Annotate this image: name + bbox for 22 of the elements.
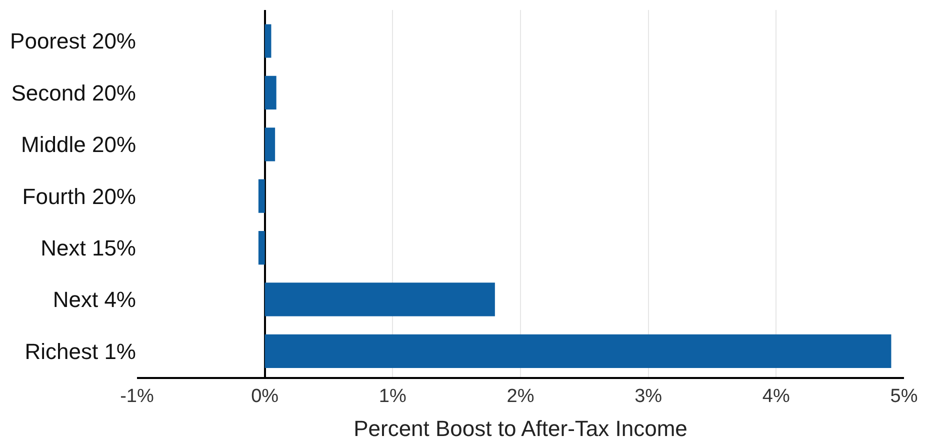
y-tick-label: Second 20% [11,80,136,106]
x-tick-label: 0% [251,386,279,407]
x-tick-label: -1% [120,386,154,407]
bar [258,179,265,213]
x-tick-label: 2% [506,386,534,407]
y-tick-label: Poorest 20% [10,28,136,54]
bar [264,334,892,368]
y-tick-label: Fourth 20% [22,184,136,209]
y-tick-label: Next 4% [52,287,136,312]
x-tick-label: 3% [634,386,662,407]
y-tick-label: Next 15% [40,235,136,260]
y-tick-label: Middle 20% [21,132,136,158]
bar [264,282,495,316]
bar [258,230,265,265]
bar [264,76,276,110]
bar [264,128,276,162]
x-tick-label: 5% [890,386,918,407]
x-tick-label: 1% [378,386,407,407]
bar [264,24,272,58]
x-axis-title: Percent Boost to After-Tax Income [354,416,688,442]
y-tick-label: Richest 1% [24,338,136,364]
x-tick-label: 4% [762,386,790,407]
